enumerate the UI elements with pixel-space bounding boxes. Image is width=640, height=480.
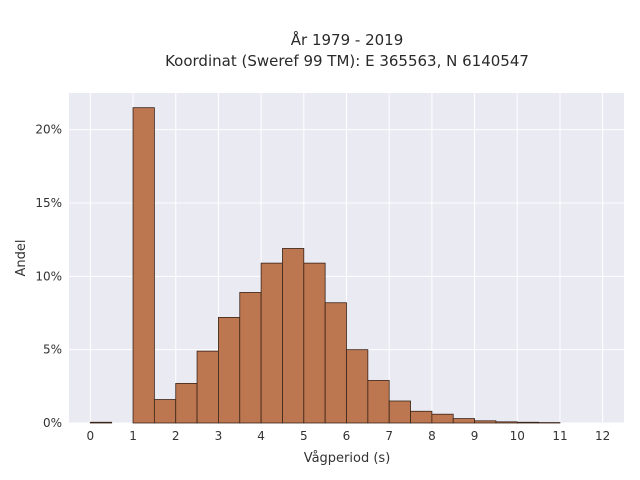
x-tick-label: 12: [595, 429, 610, 443]
x-tick-label: 0: [87, 429, 95, 443]
y-axis-label: Andel: [14, 240, 29, 277]
histogram-bar: [260, 262, 283, 424]
chart-title: År 1979 - 2019: [291, 30, 404, 49]
chart-subtitle: Koordinat (Sweref 99 TM): E 365563, N 61…: [165, 52, 529, 70]
histogram-bar: [367, 380, 390, 424]
x-tick-label: 3: [215, 429, 223, 443]
histogram-bar: [410, 410, 433, 424]
x-tick-label: 10: [510, 429, 525, 443]
histogram-bar: [175, 382, 198, 424]
histogram-bar: [324, 302, 347, 424]
x-tick-label: 9: [471, 429, 479, 443]
y-tick-label: 0%: [43, 416, 62, 430]
histogram-bar: [89, 421, 113, 424]
y-tick-label: 20%: [35, 123, 62, 137]
histogram-bar: [196, 350, 219, 424]
x-tick-label: 5: [300, 429, 308, 443]
histogram-bar: [495, 421, 518, 424]
histogram-bar: [474, 420, 497, 424]
tick-labels: 0 1 2 3 4 5 6 7 8 9 10 11 120%5%10%15%20%: [35, 123, 610, 443]
x-tick-label: 7: [385, 429, 393, 443]
histogram-bar: [132, 107, 155, 424]
x-tick-label: 6: [343, 429, 351, 443]
x-axis-label: Vågperiod (s): [304, 451, 391, 466]
histogram-bar: [452, 418, 475, 424]
histogram-bar: [303, 262, 326, 424]
bars: [89, 107, 561, 424]
histogram-bar: [388, 400, 411, 424]
histogram-bar: [346, 349, 369, 424]
x-tick-label: 1: [129, 429, 137, 443]
histogram-bar: [153, 399, 177, 424]
x-tick-label: 8: [428, 429, 436, 443]
histogram-bar: [218, 316, 241, 424]
histogram-bar: [516, 421, 540, 424]
y-tick-label: 10%: [35, 269, 62, 283]
y-tick-label: 15%: [35, 196, 62, 210]
histogram-bar: [239, 292, 262, 424]
x-tick-label: 2: [172, 429, 180, 443]
y-tick-label: 5%: [43, 343, 62, 357]
histogram-bar: [282, 248, 305, 424]
x-tick-label: 11: [552, 429, 567, 443]
x-tick-label: 4: [257, 429, 265, 443]
histogram-bar: [431, 413, 454, 424]
